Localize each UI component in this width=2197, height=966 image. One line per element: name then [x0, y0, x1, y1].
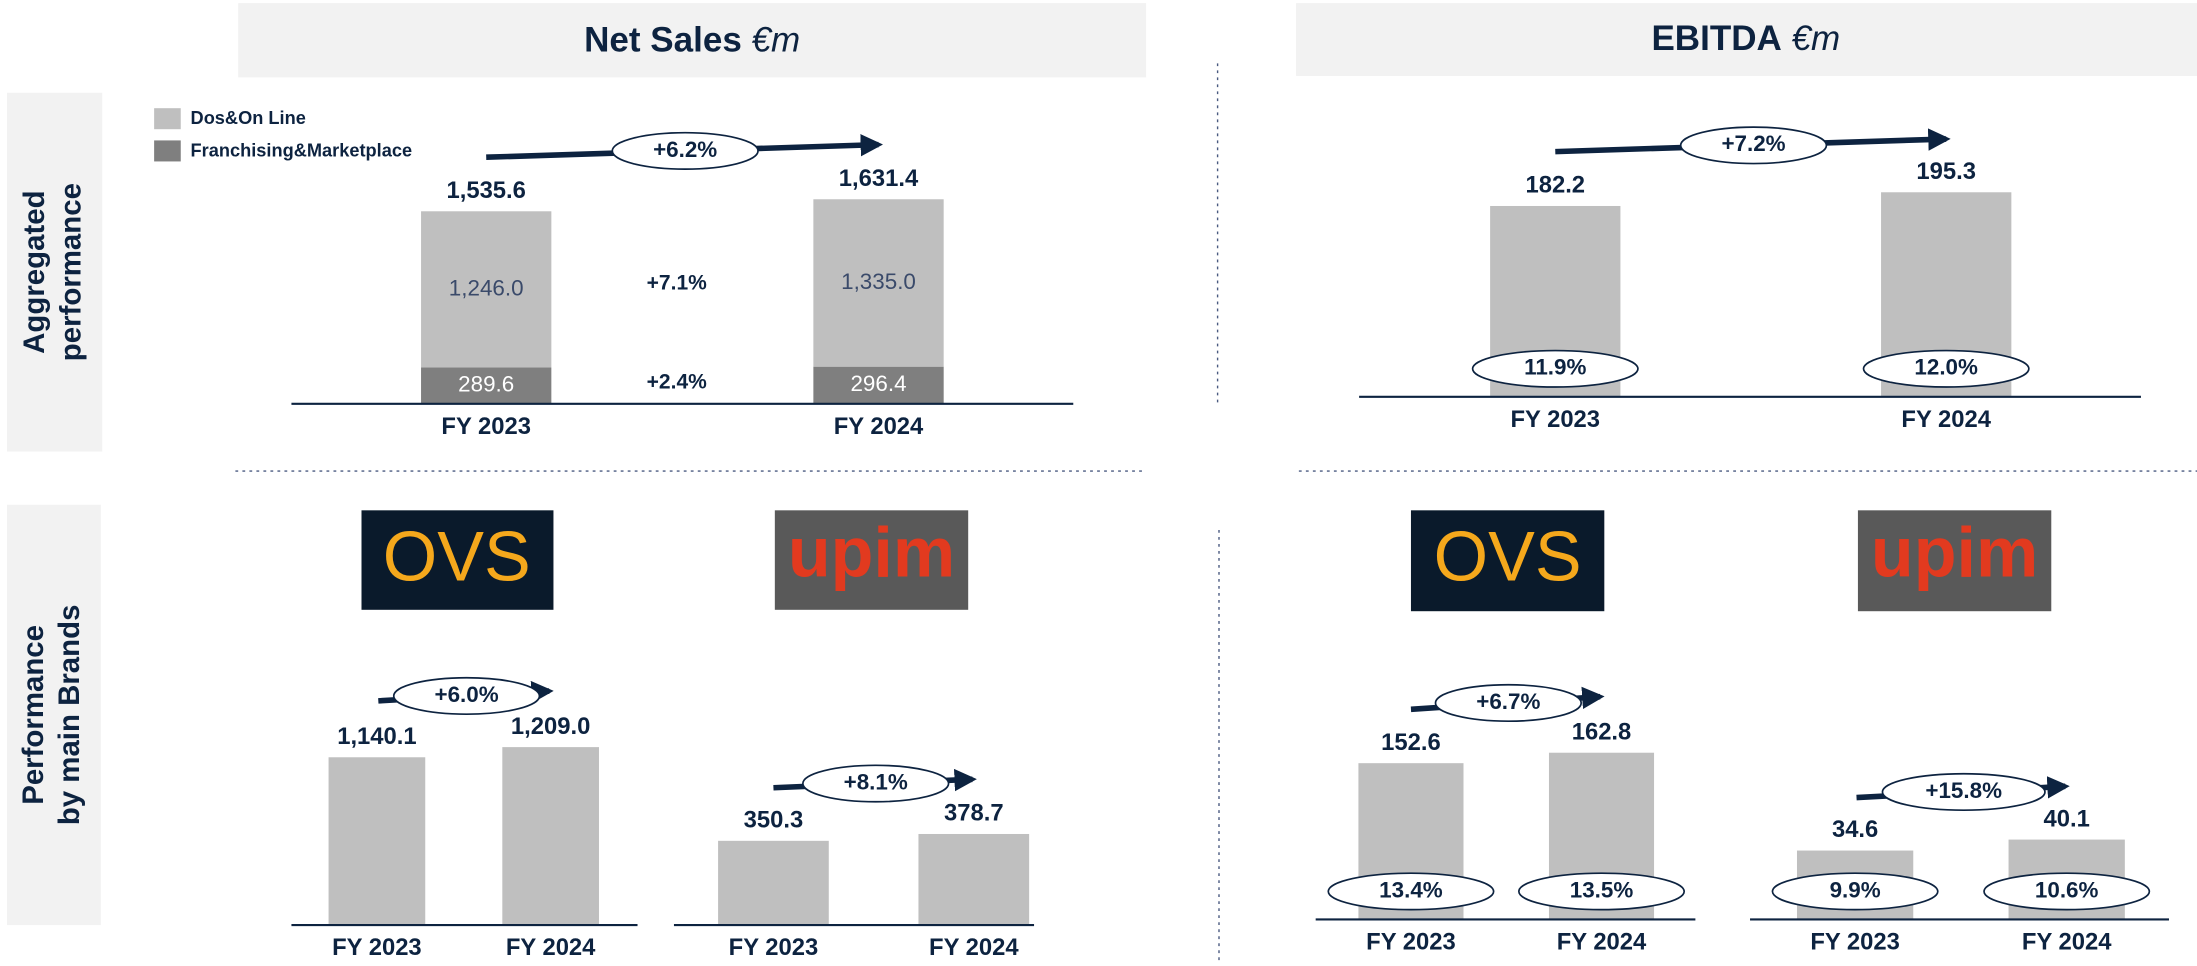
growth-label: +6.0% — [435, 682, 499, 707]
header-unit: €m — [1792, 19, 1841, 58]
value-label: 152.6 — [1381, 729, 1441, 756]
section-line: performance — [55, 183, 88, 361]
value-label: 1,209.0 — [511, 713, 590, 740]
x-tick-label: FY 2024 — [506, 934, 596, 961]
logo-bg — [1410, 510, 1605, 612]
header: Net Sales €m — [584, 21, 800, 60]
value-label: 182.2 — [1525, 172, 1585, 199]
growth-label: +7.2% — [1721, 131, 1785, 156]
value-label: 1,535.6 — [446, 177, 525, 204]
value-label: 350.3 — [744, 806, 804, 833]
bar — [918, 833, 1030, 926]
margin-label: 9.9% — [1830, 877, 1881, 902]
margin-oval — [1771, 872, 1939, 911]
growth-oval — [1679, 126, 1828, 165]
bar — [813, 366, 944, 404]
header: EBITDA €m — [1651, 19, 1840, 58]
logo-bg — [774, 510, 969, 610]
bar — [421, 367, 552, 404]
value-label: 378.7 — [944, 800, 1004, 827]
segment-label: 1,335.0 — [841, 269, 916, 294]
margin-oval — [1327, 872, 1495, 911]
logo-bg — [1857, 510, 2052, 612]
bar — [421, 211, 552, 368]
x-tick-label: FY 2023 — [332, 934, 422, 961]
series-growth: +2.4% — [647, 370, 707, 393]
legend-label: Franchising&Marketplace — [191, 140, 413, 160]
header-unit: €m — [752, 21, 801, 60]
header-bg — [1296, 3, 2197, 76]
growth-label: +15.8% — [1925, 778, 2002, 803]
x-tick-label: FY 2024 — [1557, 929, 1647, 956]
legend-swatch — [154, 140, 181, 162]
growth-label: +8.1% — [844, 769, 908, 794]
header-title: Net Sales — [584, 21, 742, 60]
margin-label: 13.5% — [1570, 877, 1634, 902]
value-label: 162.8 — [1572, 718, 1632, 745]
x-tick-label: FY 2024 — [2022, 929, 2112, 956]
value-label: 34.6 — [1832, 816, 1878, 843]
x-tick-label: FY 2023 — [1366, 929, 1456, 956]
margin-label: 11.9% — [1524, 355, 1586, 380]
logo: OVS — [383, 518, 531, 596]
segment-label: 1,246.0 — [449, 275, 524, 300]
section-bg — [7, 504, 101, 926]
logo-bg — [361, 510, 554, 610]
section-label: Aggregated performance — [18, 183, 87, 361]
logo: upim — [1871, 513, 2038, 591]
series-growth: +7.1% — [647, 271, 707, 294]
x-tick-label: FY 2024 — [1901, 406, 1991, 433]
value-label: 40.1 — [2044, 805, 2090, 832]
margin-oval — [1862, 349, 2030, 388]
bar — [328, 757, 426, 926]
growth-oval — [1434, 683, 1583, 723]
x-tick-label: FY 2023 — [441, 413, 531, 440]
header-title: EBITDA — [1651, 19, 1781, 58]
x-tick-label: FY 2024 — [834, 413, 924, 440]
section-label: Performance by main Brands — [17, 605, 86, 826]
header-bg — [238, 3, 1147, 78]
value-label: 1,140.1 — [337, 723, 416, 750]
margin-label: 13.4% — [1379, 877, 1443, 902]
growth-oval — [392, 676, 541, 716]
dividers — [235, 63, 2197, 962]
logo: upim — [788, 513, 955, 591]
margin-oval — [1518, 872, 1686, 911]
section-line: Performance — [17, 625, 50, 805]
x-tick-label: FY 2023 — [1511, 406, 1601, 433]
logo: OVS — [1434, 518, 1582, 596]
section-line: by main Brands — [53, 605, 86, 826]
margin-label: 10.6% — [2035, 877, 2099, 902]
legend-label: Dos&On Line — [191, 108, 306, 128]
bar — [813, 199, 944, 367]
value-label: 1,631.4 — [839, 165, 919, 192]
margin-oval — [1983, 872, 2151, 911]
margin-label: 12.0% — [1914, 355, 1978, 380]
growth-oval — [802, 764, 950, 803]
x-tick-label: FY 2023 — [1810, 929, 1900, 956]
growth-label: +6.7% — [1476, 689, 1540, 714]
legend-swatch — [154, 108, 181, 130]
x-tick-label: FY 2024 — [929, 934, 1019, 961]
segment-label: 296.4 — [850, 371, 906, 396]
margin-oval — [1471, 349, 1639, 388]
section-bg — [7, 92, 103, 452]
growth-oval — [611, 131, 759, 170]
bar — [502, 747, 599, 926]
growth-label: +6.2% — [653, 137, 717, 162]
growth-oval — [1881, 772, 2046, 812]
section-line: Aggregated — [18, 190, 51, 353]
value-label: 195.3 — [1916, 158, 1976, 185]
bar — [718, 840, 829, 926]
segment-label: 289.6 — [458, 372, 514, 397]
x-tick-label: FY 2023 — [729, 934, 819, 961]
